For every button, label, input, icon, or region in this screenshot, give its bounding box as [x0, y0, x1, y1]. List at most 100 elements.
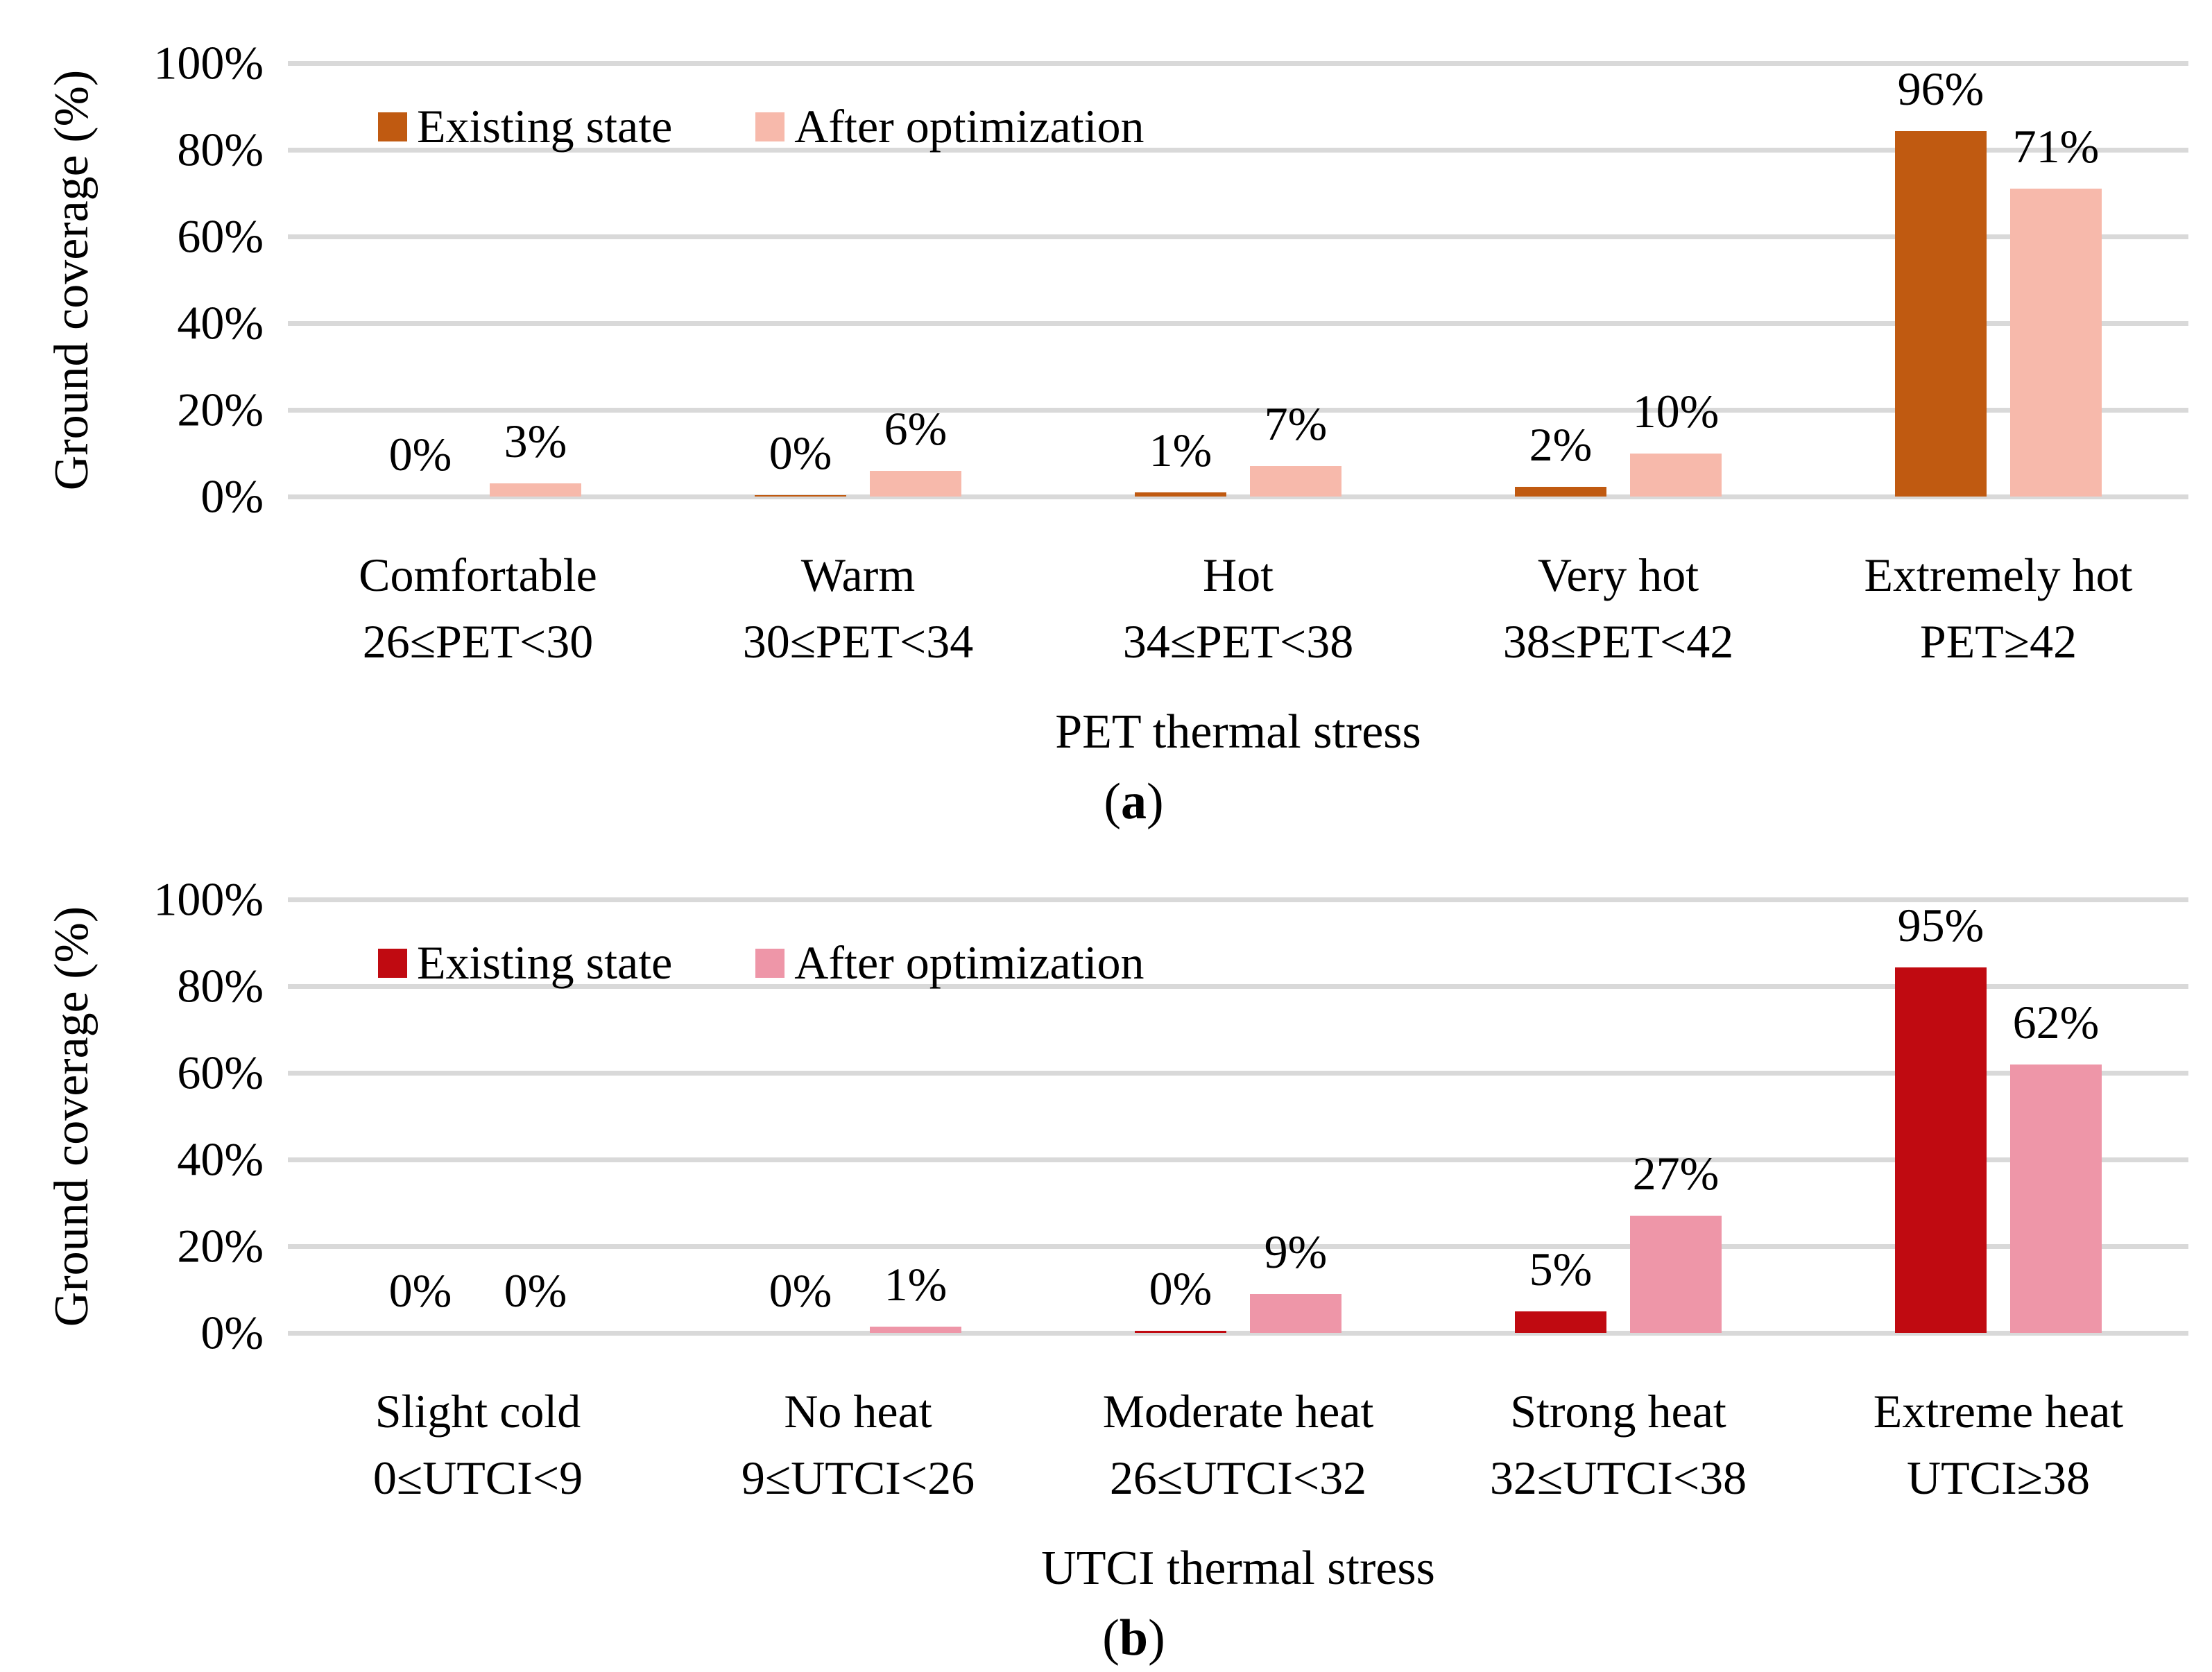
category-label: No heat 9≤UTCI<26: [668, 1378, 1048, 1511]
plot-area: Existing state After optimization 0% 0% 0%…: [288, 897, 2188, 1336]
bar-pair: 0% 3%: [288, 63, 668, 497]
y-tick-label: 100%: [153, 36, 264, 89]
bar-existing-state: [1895, 131, 1987, 497]
legend-swatch-existing-state: [378, 112, 407, 141]
category-label: Very hot 38≤PET<42: [1428, 542, 1808, 675]
bar-value-label: 1%: [1149, 423, 1212, 476]
bar-with-label: 9%: [1250, 899, 1341, 1333]
bar-group: 95% 62%: [1808, 899, 2188, 1333]
caption-paren: ): [1147, 773, 1164, 830]
panel-caption: (b): [28, 1609, 2212, 1668]
category-label: Moderate heat 26≤UTCI<32: [1048, 1378, 1428, 1511]
legend-item-existing-state: Existing state: [378, 936, 672, 990]
legend-label: Existing state: [417, 936, 673, 989]
bar-after-optimization: [1630, 453, 1722, 497]
bar-existing-state: [755, 494, 846, 497]
gridline-20: [288, 408, 2188, 413]
bar-with-label: 62%: [2010, 899, 2102, 1333]
bar-value-label: 0%: [769, 1264, 832, 1317]
bar-with-label: 0%: [755, 63, 846, 497]
bar-existing-state: [1515, 487, 1606, 497]
bar-after-optimization: [1630, 1216, 1722, 1333]
bar-value-label: 0%: [504, 1264, 567, 1317]
bar-value-label: 3%: [504, 415, 567, 468]
caption-paren: ): [1148, 1610, 1165, 1666]
x-axis-title: UTCI thermal stress: [1041, 1542, 1435, 1595]
bar-pair: 2% 10%: [1428, 63, 1808, 497]
bar-with-label: 27%: [1630, 899, 1722, 1333]
bar-value-label: 0%: [1149, 1261, 1212, 1315]
gridline-60: [288, 1071, 2188, 1076]
bar-pair: 5% 27%: [1428, 899, 1808, 1333]
category-name: Strong heat: [1510, 1385, 1726, 1438]
category-range: 9≤UTCI<26: [741, 1451, 975, 1504]
category-range: 26≤PET<30: [362, 615, 594, 668]
category-label: Slight cold 0≤UTCI<9: [288, 1378, 668, 1511]
y-tick-label: 80%: [177, 123, 264, 176]
bar-with-label: 10%: [1630, 63, 1722, 497]
bar-existing-state: [1135, 1330, 1226, 1333]
legend-item-existing-state: Existing state: [378, 99, 672, 154]
bar-after-optimization: [2010, 1064, 2102, 1333]
bar-after-optimization: [1250, 466, 1341, 497]
category-range: PET≥42: [1919, 615, 2077, 668]
bar-value-label: 2%: [1529, 418, 1593, 472]
bar-pair: 95% 62%: [1808, 899, 2188, 1333]
y-tick-label: 0%: [200, 1306, 264, 1359]
legend-swatch-after-optimization: [755, 948, 785, 978]
category-range: 0≤UTCI<9: [372, 1451, 583, 1504]
bar-existing-state: [1515, 1311, 1606, 1333]
category-label: Extreme heat UTCI≥38: [1808, 1378, 2188, 1511]
legend: Existing state After optimization: [378, 99, 1144, 154]
bar-group: 0% 6%: [668, 63, 1048, 497]
category-label: Warm 30≤PET<34: [668, 542, 1048, 675]
bar-existing-state: [1895, 967, 1987, 1333]
gridline-0: [288, 494, 2188, 499]
gridline-60: [288, 234, 2188, 239]
y-tick-label: 60%: [177, 1046, 264, 1099]
y-tick-label: 60%: [177, 209, 264, 263]
bar-after-optimization: [870, 470, 961, 497]
bar-group: 5% 27%: [1428, 899, 1808, 1333]
category-name: No heat: [784, 1385, 932, 1438]
category-name: Extremely hot: [1864, 549, 2133, 601]
legend-swatch-existing-state: [378, 948, 407, 978]
legend-label: After optimization: [794, 936, 1144, 989]
bar-value-label: 27%: [1632, 1147, 1720, 1200]
bar-with-label: 7%: [1250, 63, 1341, 497]
category-range: 38≤PET<42: [1502, 615, 1734, 668]
bar-value-label: 62%: [2012, 995, 2100, 1049]
gridline-40: [288, 1157, 2188, 1162]
bar-value-label: 0%: [388, 428, 452, 481]
bar-after-optimization: [490, 483, 581, 497]
bar-pair: 0% 0%: [288, 899, 668, 1333]
category-name: Extreme heat: [1873, 1385, 2124, 1438]
category-range: 26≤UTCI<32: [1109, 1451, 1367, 1504]
category-label: Extremely hot PET≥42: [1808, 542, 2188, 675]
bar-value-label: 6%: [884, 402, 948, 455]
plot-area: Existing state After optimization 0% 3% 0%…: [288, 61, 2188, 499]
legend-swatch-after-optimization: [755, 112, 785, 141]
bar-with-label: 2%: [1515, 63, 1606, 497]
legend-item-after-optimization: After optimization: [755, 99, 1144, 154]
bar-value-label: 7%: [1264, 397, 1328, 451]
bar-with-label: 95%: [1895, 899, 1987, 1333]
bar-with-label: 3%: [490, 63, 581, 497]
bar-with-label: 96%: [1895, 63, 1987, 497]
category-name: Hot: [1203, 549, 1274, 601]
bar-after-optimization: [870, 1326, 961, 1333]
y-tick-label: 20%: [177, 1219, 264, 1273]
chart-panel-b: Ground coverage (%) 100% 80% 60% 40% 20% 0% E…: [28, 847, 2212, 1672]
category-name: Warm: [800, 549, 916, 601]
bar-with-label: 71%: [2010, 63, 2102, 497]
gridline-40: [288, 321, 2188, 326]
bar-with-label: 0%: [375, 63, 466, 497]
bar-value-label: 0%: [388, 1264, 452, 1317]
bar-pair: 0% 1%: [668, 899, 1048, 1333]
bar-after-optimization: [1250, 1293, 1341, 1333]
bar-value-label: 95%: [1897, 899, 1984, 951]
bar-with-label: 0%: [490, 899, 581, 1333]
y-axis-ticks: 100% 80% 60% 40% 20% 0%: [28, 37, 264, 523]
y-axis-ticks: 100% 80% 60% 40% 20% 0%: [28, 873, 264, 1359]
